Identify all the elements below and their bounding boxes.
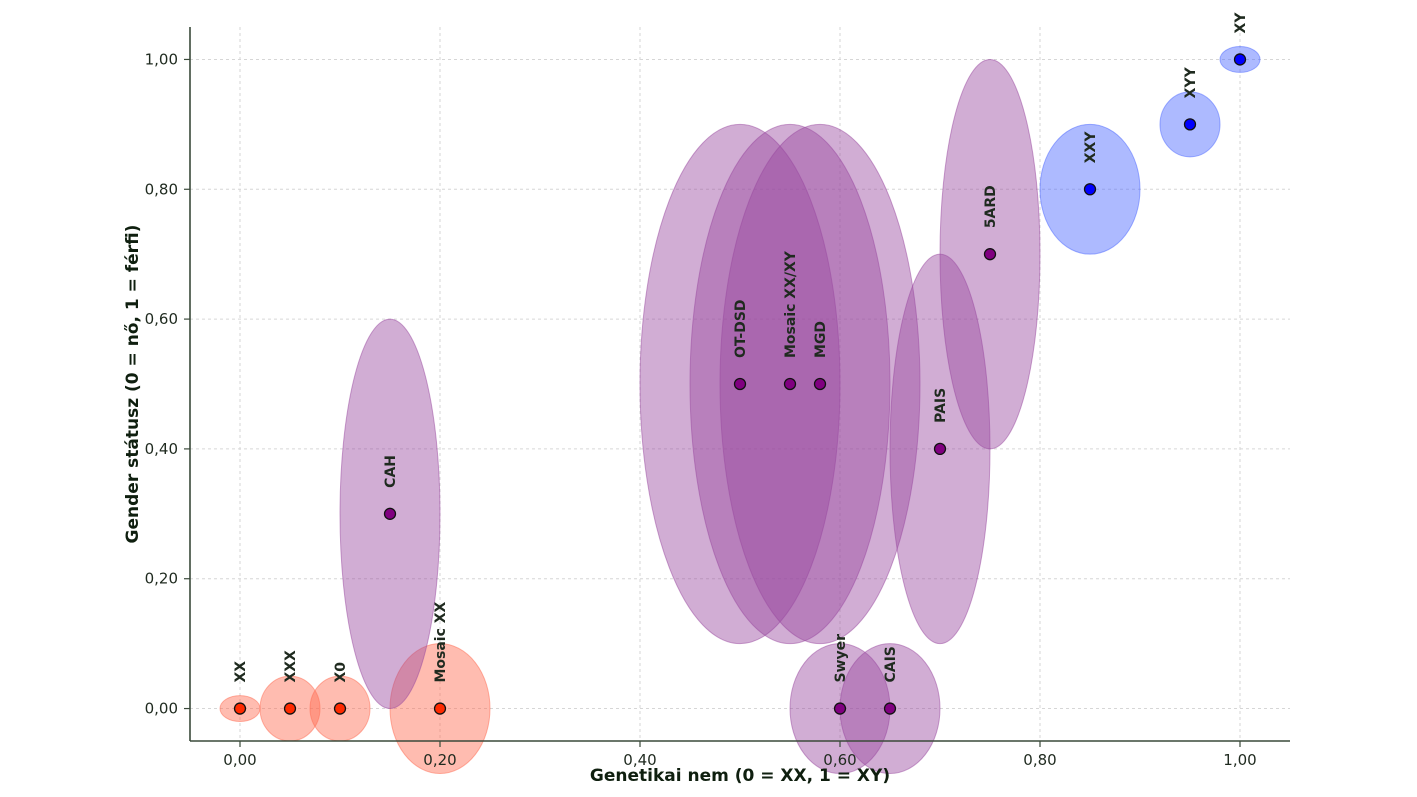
x-tick-label: 0,60 — [823, 751, 856, 769]
x-axis-title: Genetikai nem (0 = XX, 1 = XY) — [590, 766, 890, 786]
point-label: OT-DSD — [733, 299, 749, 358]
point-mosaic-xx — [433, 702, 447, 715]
point-pais — [933, 442, 947, 456]
y-tick-label: 0,00 — [145, 700, 178, 718]
point-xxx — [283, 702, 297, 715]
point-xyy — [1183, 118, 1197, 131]
axes: 0,00 0,20 0,40 0,60 0,80 1,00 0,00 0,20 0,40 0,60… — [145, 27, 1290, 769]
x-tick-label: 0,80 — [1023, 751, 1056, 769]
point-cah — [383, 507, 397, 520]
y-tick-label: 0,60 — [145, 310, 178, 328]
point-label: XX — [233, 661, 249, 683]
point-label: XXX — [283, 650, 299, 683]
points — [233, 53, 1247, 715]
point-cais — [883, 702, 897, 715]
x-tick-label: 0,40 — [623, 751, 656, 769]
point-label: PAIS — [933, 388, 949, 423]
point-label: CAH — [383, 455, 399, 488]
point-label: MGD — [813, 321, 829, 358]
point-xx — [233, 702, 247, 715]
point-label: CAIS — [883, 646, 899, 682]
point-x0 — [333, 702, 347, 715]
point-mgd — [813, 377, 827, 391]
point-label: XY — [1233, 12, 1249, 34]
point-5ard — [983, 248, 997, 261]
x-tick-label: 0,20 — [423, 751, 456, 769]
point-label: Mosaic XX/XY — [783, 250, 799, 358]
point-ot-dsd — [733, 377, 747, 391]
y-tick-label: 0,40 — [145, 440, 178, 458]
point-swyer — [833, 702, 847, 715]
y-tick-label: 1,00 — [145, 50, 178, 68]
point-label: XYY — [1183, 66, 1199, 98]
ellipses — [219, 45, 1261, 774]
point-label: XXY — [1083, 131, 1099, 164]
x-tick-label: 1,00 — [1223, 751, 1256, 769]
point-xy — [1233, 53, 1247, 66]
x-tick-label: 0,00 — [223, 751, 256, 769]
point-label: 5ARD — [983, 185, 999, 228]
point-mosaic-xx-xy — [783, 377, 797, 391]
y-tick-label: 0,80 — [145, 180, 178, 198]
point-label: Mosaic XX — [433, 601, 449, 682]
y-axis-title: Gender státusz (0 = nő, 1 = férfi) — [123, 225, 143, 544]
y-tick-label: 0,20 — [145, 570, 178, 588]
point-xxy — [1083, 183, 1097, 196]
point-label: X0 — [333, 662, 349, 683]
point-label: Swyer — [833, 634, 849, 683]
